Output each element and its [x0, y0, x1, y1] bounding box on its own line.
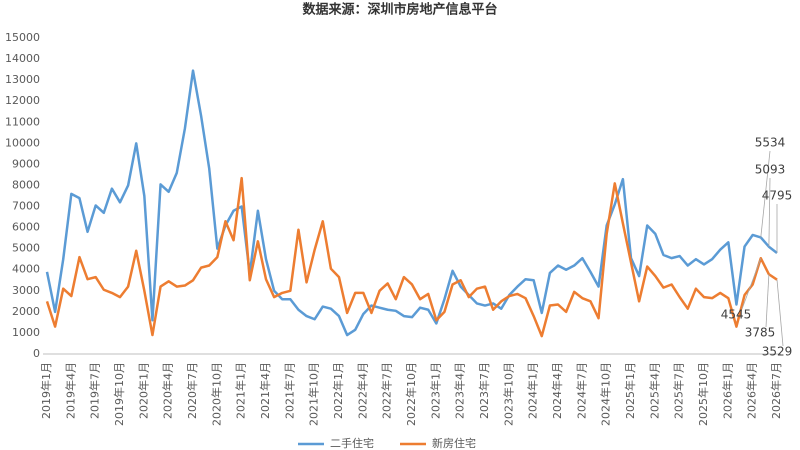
x-tick-label: 2021年1月 [234, 362, 248, 419]
data-label: 5534 [755, 136, 786, 150]
x-tick-label: 2022年4月 [355, 362, 369, 419]
data-label: 3785 [745, 326, 776, 340]
x-tick-label: 2022年1月 [331, 362, 345, 419]
series-line [45, 69, 778, 337]
x-tick-label: 2025年4月 [647, 362, 661, 419]
x-tick-label: 2022年7月 [380, 362, 394, 419]
y-tick-label: 12000 [5, 94, 40, 107]
x-tick-label: 2021年7月 [282, 362, 296, 419]
data-label: 4795 [762, 189, 793, 203]
x-tick-label: 2024年4月 [550, 362, 564, 419]
x-tick-label: 2020年7月 [185, 362, 199, 419]
x-tick-label: 2020年4月 [161, 362, 175, 419]
x-tick-label: 2026年1月 [720, 362, 734, 419]
y-tick-label: 0 [33, 347, 40, 360]
legend-label: 二手住宅 [330, 436, 374, 450]
x-tick-label: 2025年10月 [696, 362, 710, 426]
x-tick-label: 2024年10月 [599, 362, 613, 426]
legend-label: 新房住宅 [432, 436, 476, 450]
x-tick-label: 2022年10月 [404, 362, 418, 426]
data-label: 4545 [721, 308, 752, 322]
label-leader [768, 177, 771, 247]
x-tick-label: 2023年1月 [428, 362, 442, 419]
y-tick-label: 13000 [5, 73, 40, 86]
x-tick-label: 2024年7月 [574, 362, 588, 419]
x-tick-label: 2023年10月 [501, 362, 515, 426]
data-label: 3529 [762, 345, 793, 359]
x-tick-label: 2026年7月 [769, 362, 783, 419]
label-leader [741, 258, 762, 310]
y-tick-label: 11000 [5, 115, 40, 128]
x-tick-label: 2021年10月 [307, 362, 321, 426]
chart-title: 数据来源：深圳市房地产信息平台 [302, 2, 497, 18]
label-leader [765, 274, 770, 328]
x-tick-label: 2020年10月 [209, 362, 223, 426]
y-tick-label: 7000 [12, 200, 40, 213]
y-tick-label: 5000 [12, 242, 40, 255]
x-tick-label: 2026年4月 [745, 362, 759, 419]
x-tick-label: 2025年1月 [623, 362, 637, 419]
y-tick-label: 1000 [12, 326, 40, 339]
x-tick-label: 2025年7月 [672, 362, 686, 419]
y-tick-label: 9000 [12, 157, 40, 170]
y-tick-label: 6000 [12, 221, 40, 234]
x-tick-label: 2019年1月 [39, 362, 53, 419]
x-tick-label: 2020年1月 [136, 362, 150, 419]
label-leader [776, 279, 784, 347]
x-tick-label: 2019年4月 [63, 362, 77, 419]
x-tick-label: 2024年1月 [526, 362, 540, 419]
y-tick-label: 4000 [12, 263, 40, 276]
y-tick-label: 14000 [5, 52, 40, 65]
x-tick-label: 2019年7月 [88, 362, 102, 419]
y-tick-label: 10000 [5, 136, 40, 149]
series-line [45, 176, 778, 338]
y-tick-label: 2000 [12, 305, 40, 318]
x-tick-label: 2023年7月 [477, 362, 491, 419]
x-tick-label: 2019年10月 [112, 362, 126, 426]
y-tick-label: 8000 [12, 178, 40, 191]
data-label: 5093 [755, 163, 786, 177]
y-tick-label: 15000 [5, 31, 40, 44]
x-tick-label: 2023年4月 [453, 362, 467, 419]
y-tick-label: 3000 [12, 284, 40, 297]
label-leader [760, 150, 771, 238]
x-tick-label: 2021年4月 [258, 362, 272, 419]
